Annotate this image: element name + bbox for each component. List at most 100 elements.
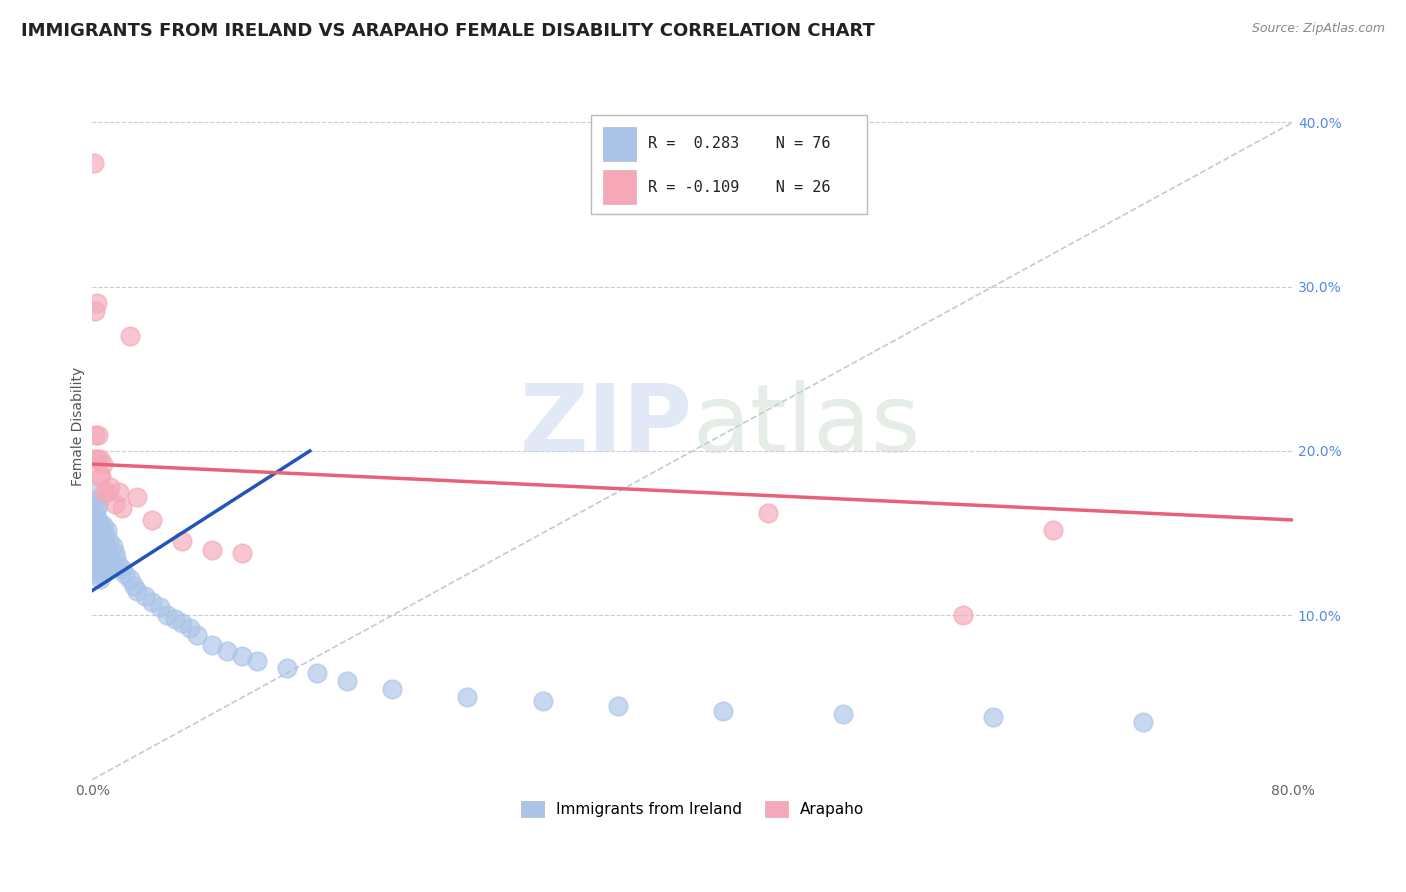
Point [104, 496, 127, 510]
Point [93, 485, 115, 500]
Point [1042, 523, 1064, 537]
Point [111, 501, 134, 516]
Point [756, 507, 779, 521]
Point [141, 513, 163, 527]
Point [98, 480, 121, 494]
Point [86, 534, 108, 549]
Point [217, 644, 239, 658]
Point [84, 534, 107, 549]
Point [89, 554, 111, 568]
Point [111, 562, 134, 576]
Point [307, 665, 329, 680]
Point [118, 572, 141, 586]
Point [86, 517, 108, 532]
Point [84, 562, 107, 576]
Point [97, 534, 120, 549]
Point [134, 589, 156, 603]
Point [246, 654, 269, 668]
Point [201, 542, 224, 557]
Point [90, 562, 112, 576]
Point [87, 513, 110, 527]
Point [1132, 715, 1154, 730]
Point [86, 452, 108, 467]
Point [89, 517, 111, 532]
Point [86, 296, 108, 310]
Point [108, 559, 131, 574]
Point [831, 706, 853, 721]
Point [89, 468, 111, 483]
Point [93, 526, 115, 541]
Point [96, 523, 118, 537]
Point [84, 546, 107, 560]
Point [91, 517, 114, 532]
Point [83, 517, 105, 532]
Point [84, 509, 107, 524]
Text: R =  0.283    N = 76: R = 0.283 N = 76 [648, 136, 831, 151]
Point [163, 611, 186, 625]
Point [86, 501, 108, 516]
Text: IMMIGRANTS FROM IRELAND VS ARAPAHO FEMALE DISABILITY CORRELATION CHART: IMMIGRANTS FROM IRELAND VS ARAPAHO FEMAL… [21, 22, 875, 40]
Y-axis label: Female Disability: Female Disability [72, 367, 86, 486]
Point [84, 427, 107, 442]
Point [86, 550, 108, 565]
Point [172, 534, 194, 549]
Point [93, 559, 115, 574]
Point [83, 156, 105, 170]
Point [127, 583, 149, 598]
Point [89, 572, 111, 586]
Point [456, 690, 478, 705]
Point [84, 523, 107, 537]
Point [83, 485, 105, 500]
Point [91, 457, 114, 471]
Point [606, 698, 628, 713]
Point [87, 559, 110, 574]
Point [90, 542, 112, 557]
Point [84, 493, 107, 508]
Text: atlas: atlas [693, 380, 921, 472]
Point [231, 546, 253, 560]
Point [83, 529, 105, 543]
Point [149, 600, 172, 615]
Point [98, 546, 121, 560]
Point [90, 468, 112, 483]
Point [981, 710, 1004, 724]
Legend: Immigrants from Ireland, Arapaho: Immigrants from Ireland, Arapaho [513, 794, 872, 825]
Point [87, 427, 110, 442]
Point [186, 628, 208, 642]
Point [83, 452, 105, 467]
Point [104, 546, 127, 560]
Point [172, 616, 194, 631]
Point [87, 526, 110, 541]
FancyBboxPatch shape [591, 115, 866, 214]
Point [97, 550, 120, 565]
Point [952, 608, 974, 623]
Point [100, 556, 122, 570]
Point [96, 485, 118, 500]
Point [201, 638, 224, 652]
Point [86, 567, 108, 582]
Point [276, 661, 298, 675]
Point [531, 694, 554, 708]
Point [93, 542, 115, 557]
FancyBboxPatch shape [603, 128, 636, 161]
Point [84, 304, 107, 318]
Point [94, 546, 117, 560]
Point [83, 550, 105, 565]
Point [89, 538, 111, 552]
Point [711, 704, 734, 718]
Point [231, 649, 253, 664]
Point [91, 534, 114, 549]
Text: R = -0.109    N = 26: R = -0.109 N = 26 [648, 180, 831, 195]
Point [96, 539, 118, 553]
Point [381, 682, 404, 697]
Point [122, 579, 145, 593]
Point [141, 595, 163, 609]
Point [179, 622, 201, 636]
Point [90, 523, 112, 537]
Point [336, 673, 359, 688]
Point [94, 562, 117, 576]
Point [96, 556, 118, 570]
Point [114, 567, 136, 582]
Text: Source: ZipAtlas.com: Source: ZipAtlas.com [1251, 22, 1385, 36]
Point [156, 608, 179, 623]
